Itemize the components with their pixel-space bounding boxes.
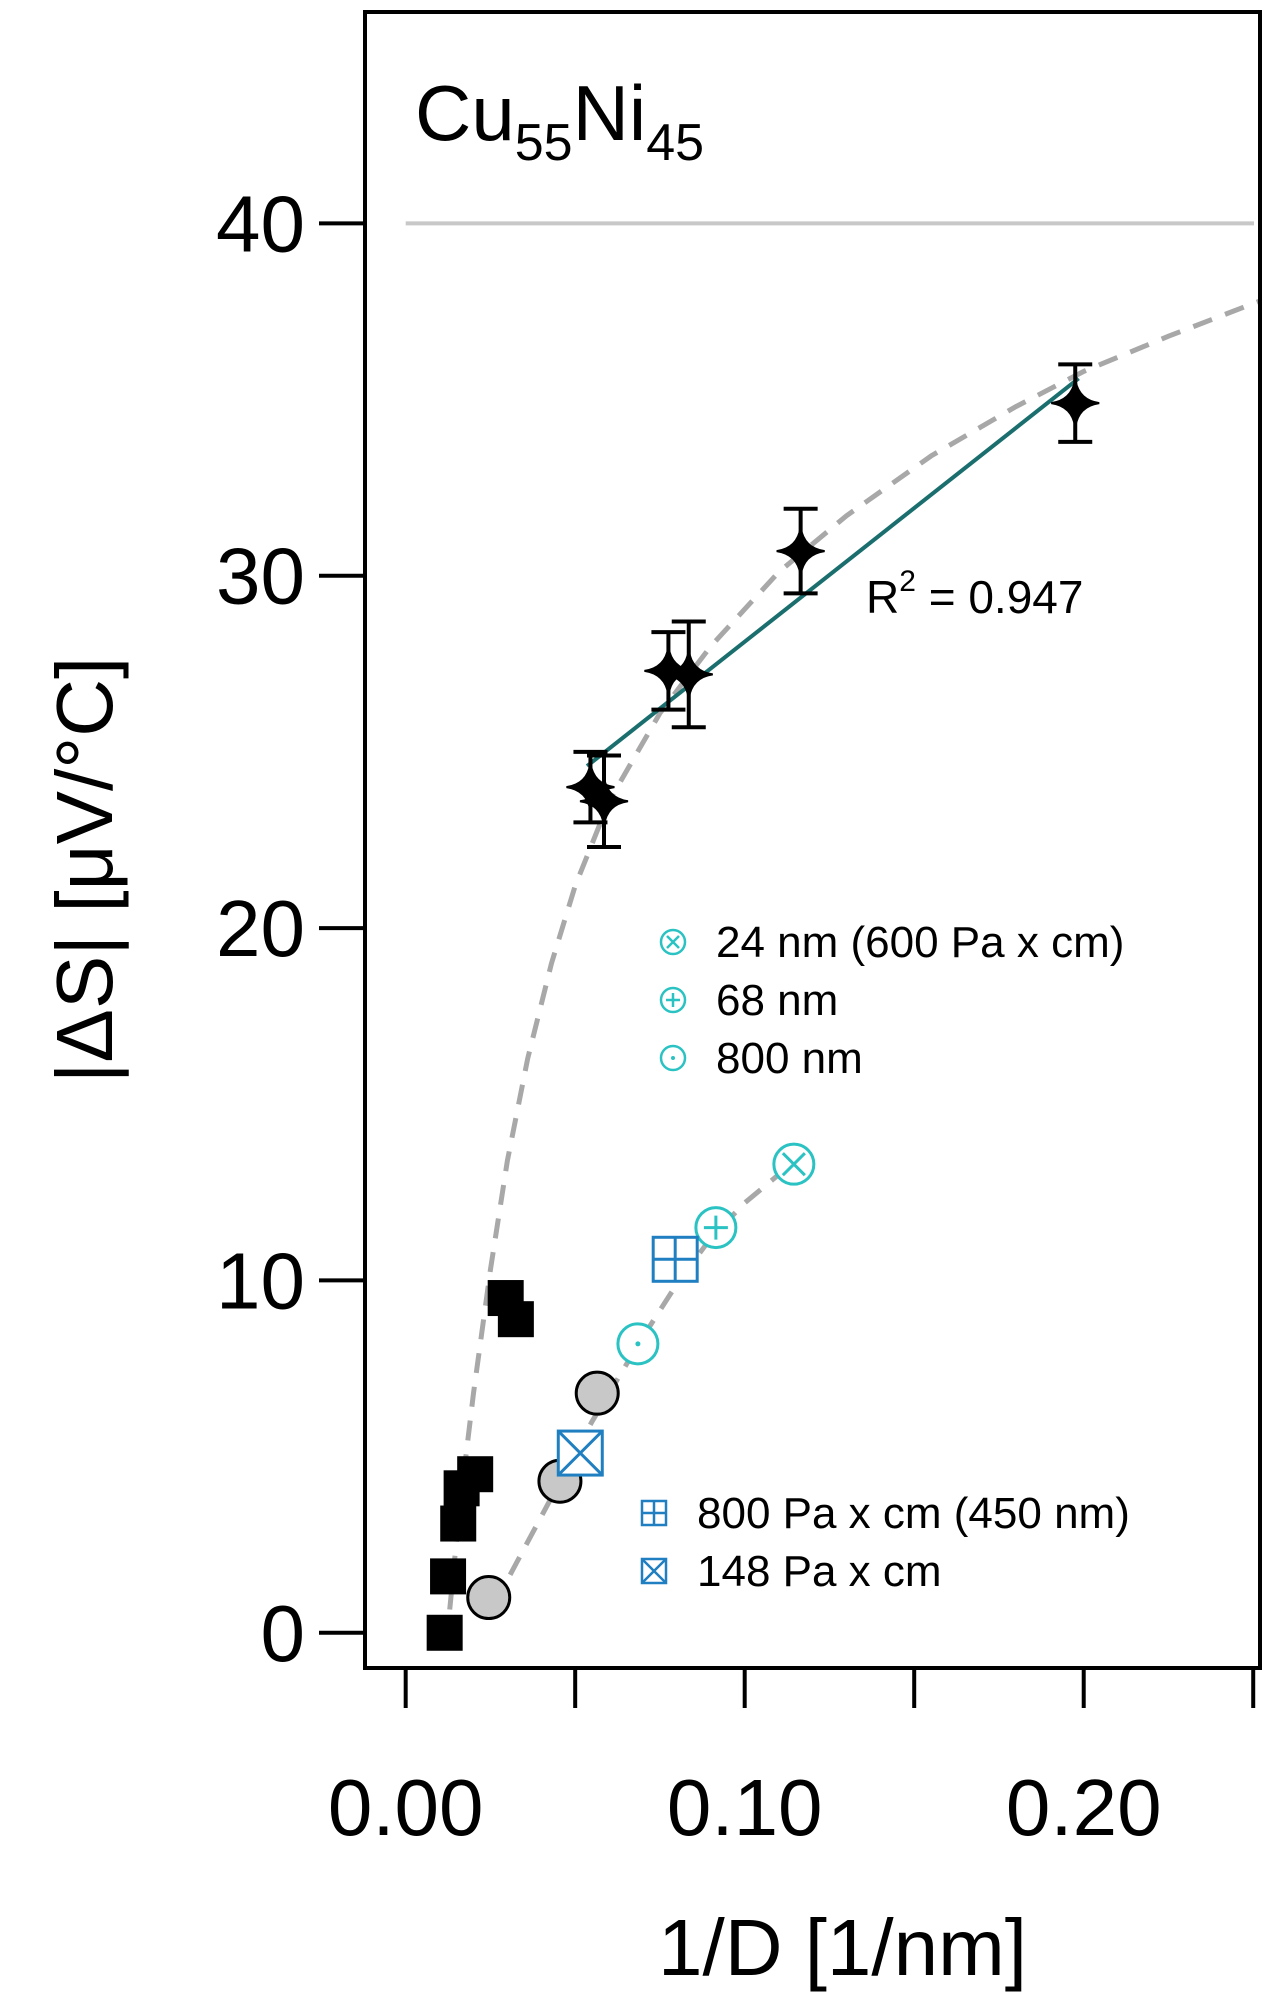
y-axis-label: |ΔS| [μV/°C] — [40, 657, 129, 1083]
legends: 24 nm (600 Pa x cm) 68 nm 800 nm 800 Pa x c… — [640, 918, 1130, 1596]
guide-curve-2 — [491, 1162, 797, 1606]
legend-symbol-x — [666, 935, 680, 949]
circle-marker — [574, 1370, 620, 1416]
circle-plus-cross — [703, 1215, 728, 1240]
r-squared-label: R2 = 0.947 — [866, 565, 1083, 623]
data-points — [426, 362, 1100, 1651]
square-marker — [440, 1505, 477, 1542]
legend-entry: 24 nm (600 Pa x cm) — [659, 918, 1124, 967]
axes: 0 10 20 30 40 0.00 0.10 0.20 — [216, 10, 1262, 1852]
plot-frame — [363, 10, 1262, 1670]
y-tick-label: 20 — [216, 884, 305, 973]
x-axis-label: 1/D [1/nm] — [658, 1903, 1027, 1992]
square-x-cross — [557, 1430, 604, 1477]
diamond-marker — [664, 650, 713, 699]
circle-marker — [466, 1575, 512, 1621]
square-plus-cross — [653, 1237, 698, 1282]
legend-label: 24 nm (600 Pa x cm) — [716, 918, 1124, 967]
y-tick-label: 40 — [216, 179, 305, 268]
data-point-circle — [574, 1370, 620, 1416]
square-marker — [430, 1558, 467, 1595]
data-point-diamond — [664, 650, 713, 699]
legend-label: 800 nm — [716, 1034, 863, 1083]
data-point-square — [457, 1456, 494, 1493]
data-point-square-plus — [651, 1235, 699, 1283]
data-point-square — [426, 1614, 463, 1651]
legend-entry: 800 Pa x cm (450 nm) — [640, 1489, 1130, 1538]
data-point-circle-plus — [694, 1206, 738, 1250]
legend-symbol-x — [641, 1558, 667, 1584]
data-point-diamond — [1051, 378, 1100, 428]
diamond-marker — [776, 526, 825, 576]
data-point-diamond — [776, 526, 825, 576]
labels: 1/D [1/nm] |ΔS| [μV/°C] Cu55Ni45 R2 = 0.947 — [40, 69, 1083, 1992]
square-marker — [457, 1456, 494, 1493]
legend-entry: 148 Pa x cm — [640, 1547, 942, 1596]
square-marker — [426, 1614, 463, 1651]
legend-label: 68 nm — [716, 976, 838, 1025]
data-point-square — [497, 1301, 534, 1338]
x-tick-label: 0.00 — [328, 1763, 484, 1852]
y-tick-label: 0 — [261, 1589, 306, 1678]
guide-curve-1 — [443, 298, 1260, 1644]
square-marker — [497, 1301, 534, 1338]
chart-title: Cu55Ni45 — [415, 69, 704, 172]
legend-label: 148 Pa x cm — [697, 1547, 942, 1596]
legend-symbol-dot — [671, 1056, 675, 1060]
diamond-marker — [579, 777, 629, 826]
legend-entry: 68 nm — [659, 976, 838, 1025]
circle-x-cross — [781, 1152, 806, 1177]
x-tick-label: 0.20 — [1006, 1763, 1162, 1852]
data-point-circle — [466, 1575, 512, 1621]
data-point-square — [430, 1558, 467, 1595]
data-point-square-x — [556, 1429, 604, 1477]
y-tick-label: 10 — [216, 1236, 305, 1325]
data-point-circle-x — [772, 1142, 816, 1186]
y-tick-label: 30 — [216, 532, 305, 621]
x-tick-label: 0.10 — [667, 1763, 823, 1852]
guide-curves — [443, 298, 1260, 1644]
legend-symbol-plus — [666, 993, 680, 1007]
legend-entry: 800 nm — [659, 1034, 863, 1083]
diamond-marker — [1051, 378, 1100, 428]
legend-label: 800 Pa x cm (450 nm) — [697, 1489, 1130, 1538]
data-point-square — [440, 1505, 477, 1542]
data-point-circle-dot — [616, 1322, 660, 1366]
data-point-diamond — [579, 777, 629, 826]
circle-dot-center — [635, 1341, 641, 1347]
legend-symbol-plus — [642, 1501, 666, 1525]
